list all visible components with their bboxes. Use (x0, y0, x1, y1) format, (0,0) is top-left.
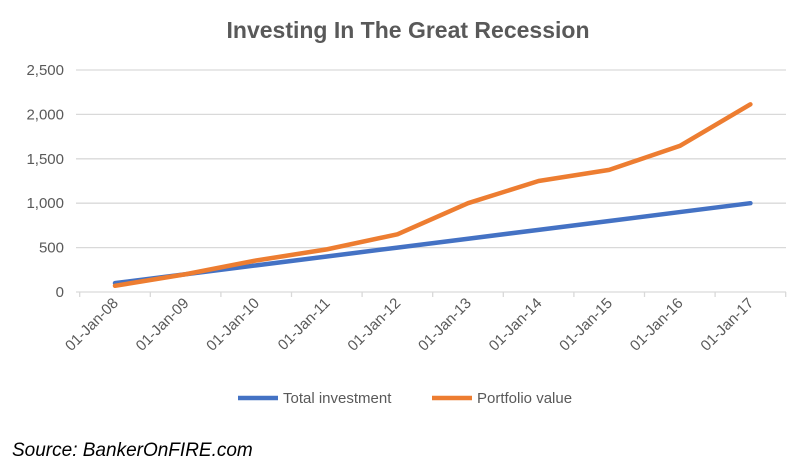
legend-label: Total investment (283, 390, 392, 407)
source-note: Source: BankerOnFIRE.com (12, 440, 253, 461)
x-tick-label: 01-Jan-09 (133, 295, 193, 355)
y-tick-label: 1,000 (26, 195, 64, 212)
y-tick-label: 0 (56, 284, 64, 301)
x-tick-label: 01-Jan-11 (275, 295, 334, 354)
x-tick-label: 01-Jan-12 (344, 295, 404, 355)
series-line-portfolio-value (112, 102, 753, 289)
line-chart: Investing In The Great Recession 0 500 1,0… (26, 17, 787, 407)
x-tick-label: 01-Jan-08 (62, 295, 122, 355)
x-tick-label: 01-Jan-10 (203, 295, 263, 355)
x-tick-label: 01-Jan-13 (415, 295, 475, 355)
y-tick-label: 2,000 (26, 106, 64, 123)
x-tick-label: 01-Jan-15 (556, 295, 616, 355)
y-tick-label: 1,500 (26, 151, 64, 168)
y-tick-label: 500 (39, 240, 64, 257)
x-tick-label: 01-Jan-17 (697, 295, 757, 355)
series-line-total-investment (112, 200, 753, 286)
x-tick-label: 01-Jan-16 (627, 295, 687, 355)
x-tick-label: 01-Jan-14 (486, 295, 546, 355)
chart-title: Investing In The Great Recession (227, 17, 590, 43)
legend-label: Portfolio value (477, 390, 572, 407)
y-tick-label: 2,500 (26, 62, 64, 79)
